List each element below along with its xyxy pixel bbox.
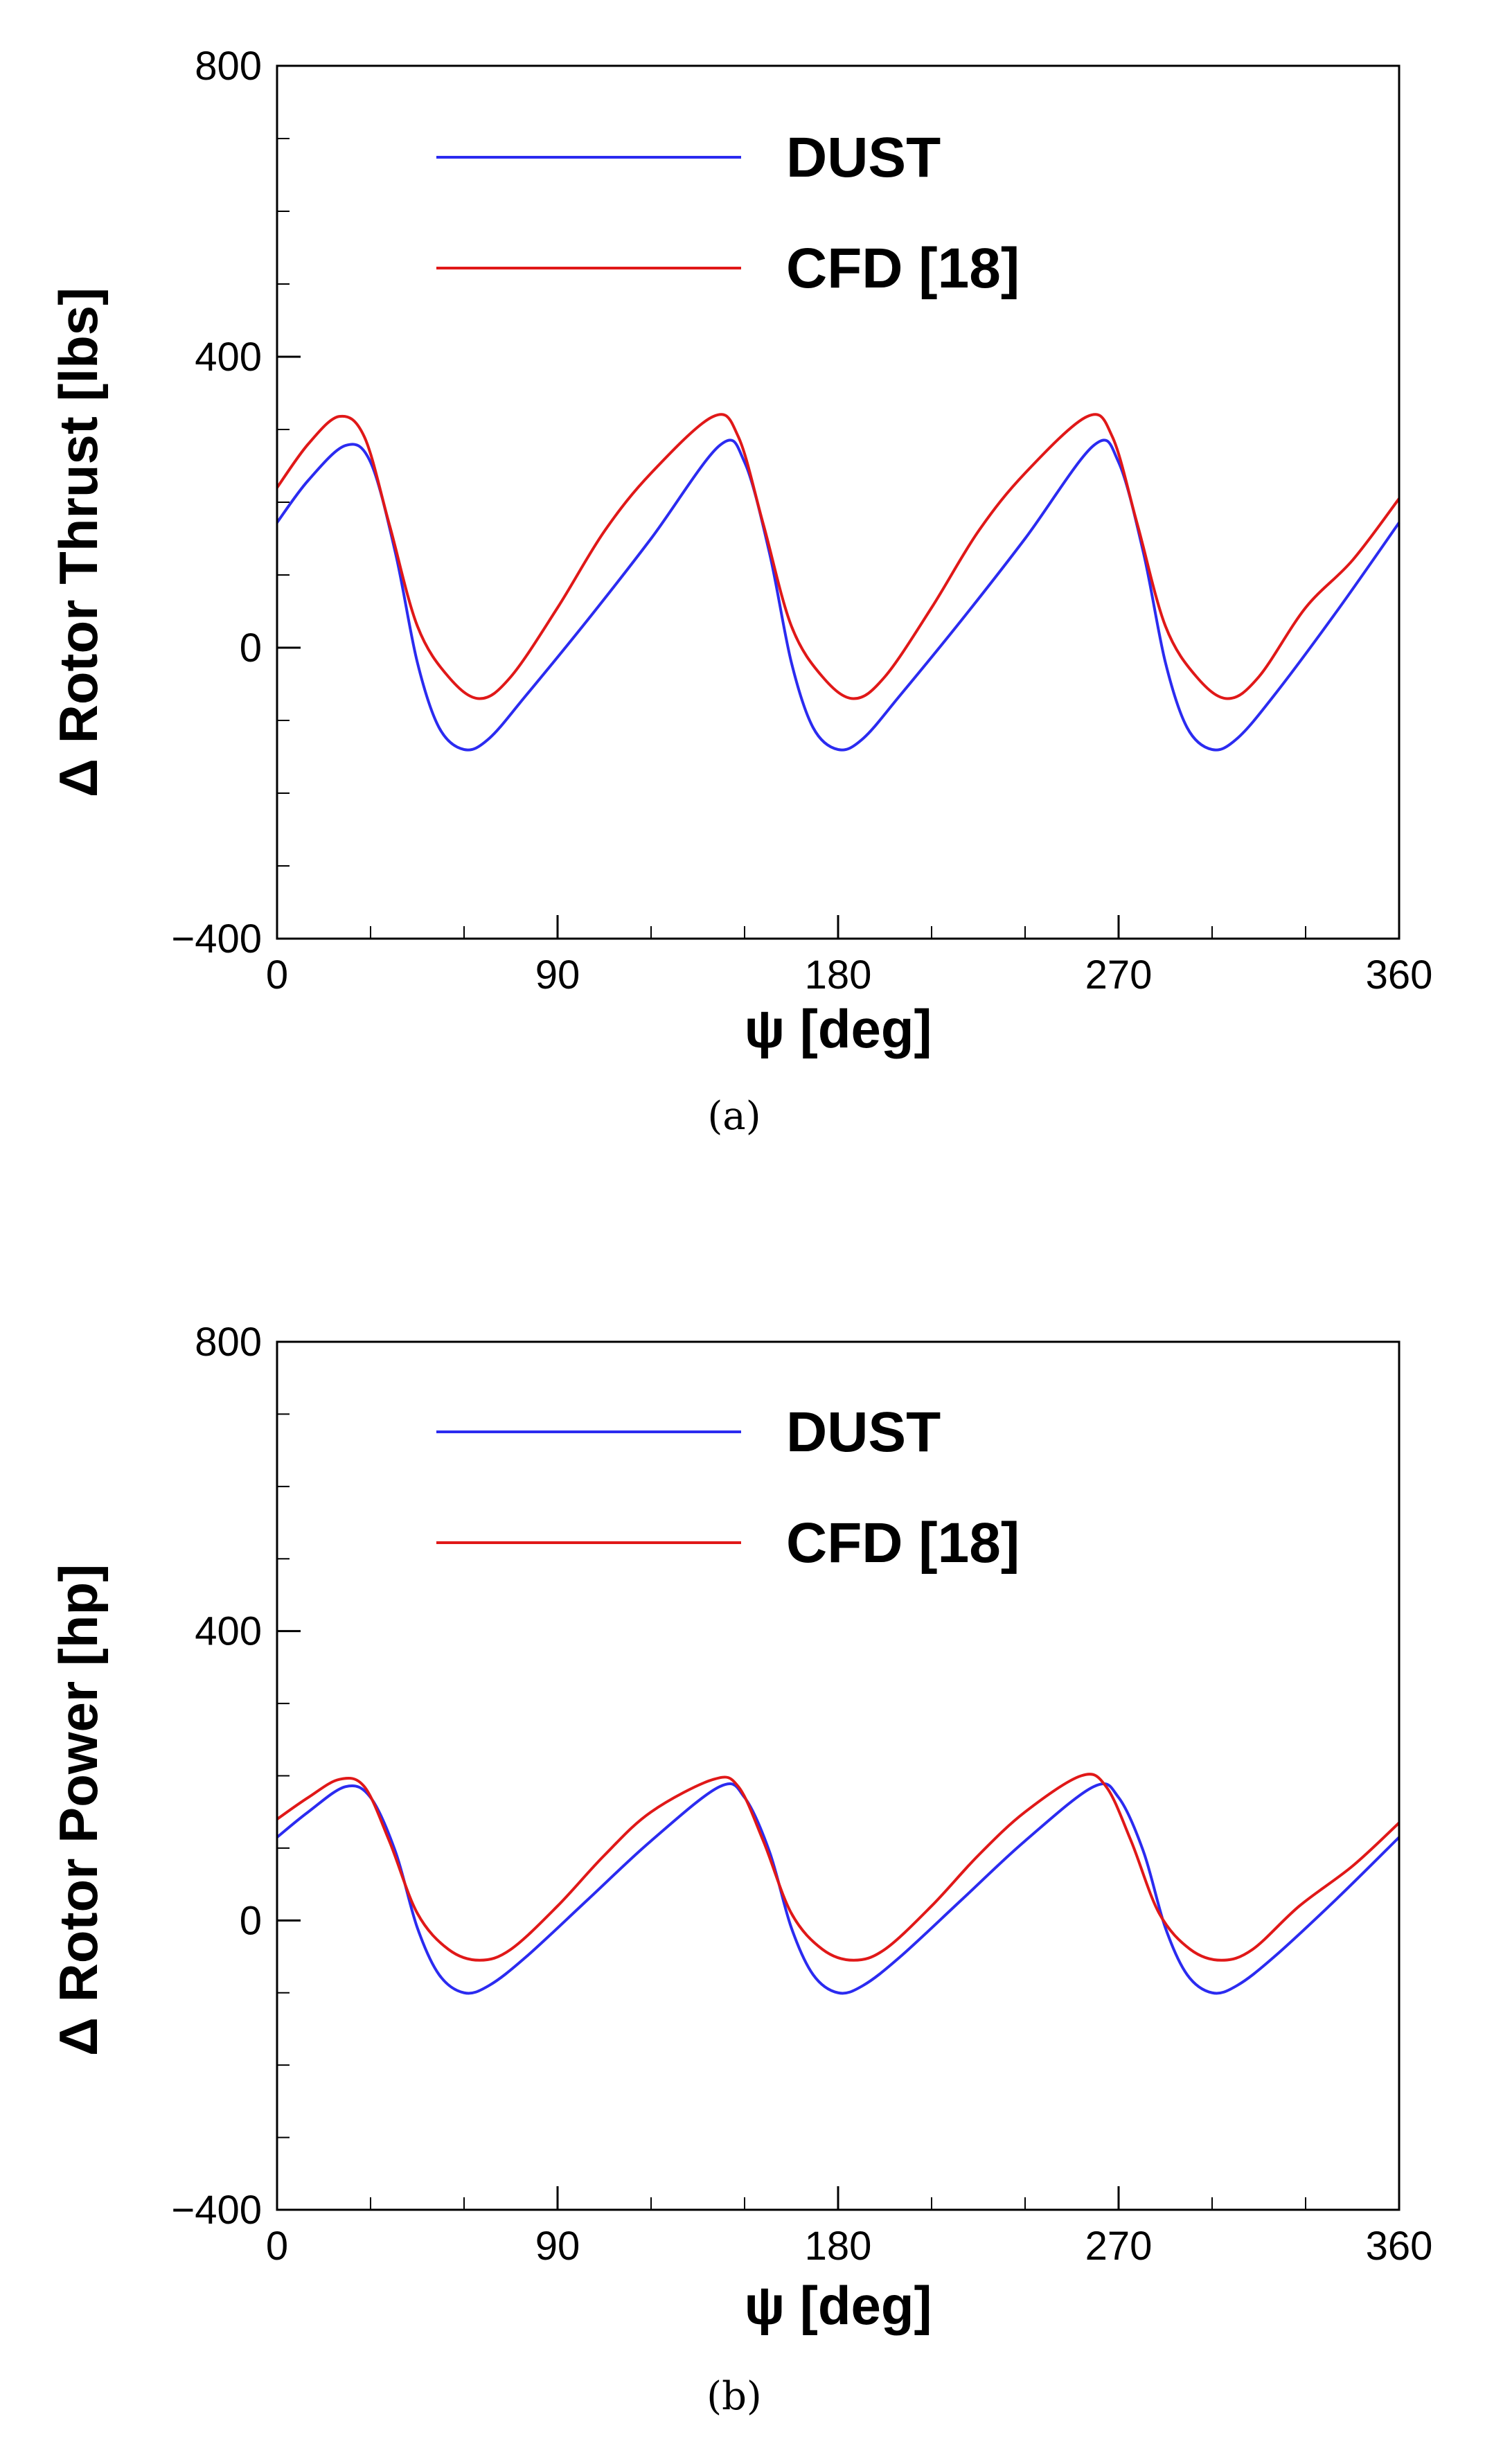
y-tick-label: 400 (195, 1609, 262, 1654)
panel-b-y-axis-label: Δ Rotor Power [hp] (48, 1564, 109, 2056)
panel-a-plot-frame (276, 64, 1400, 940)
panel-b-series (276, 1773, 1400, 1995)
panel-b-plot-frame (276, 1340, 1400, 2211)
panel-b-legend-label-cfd: CFD [18] (786, 1512, 1020, 1575)
panel-a-series (276, 413, 1400, 752)
panel-a-y-axis-label: Δ Rotor Thrust [lbs] (48, 287, 109, 797)
x-tick-label: 270 (1085, 2224, 1153, 2269)
panel-a-legend-label-cfd: CFD [18] (786, 237, 1020, 300)
panel-b-legend-label-dust: DUST (786, 1401, 941, 1464)
y-tick-label: −400 (171, 2188, 262, 2233)
y-tick-label: 0 (240, 1898, 262, 1943)
y-tick-label: 400 (195, 335, 262, 380)
x-tick-label: 180 (805, 2224, 872, 2269)
x-tick-label: 180 (805, 952, 872, 998)
panel-a-legend: DUST CFD [18] (436, 126, 1020, 300)
x-tick-label: 90 (535, 2224, 580, 2269)
panel-a-legend-label-dust: DUST (786, 126, 941, 189)
series-line-cfd (276, 1773, 1400, 1962)
y-tick-label: 800 (195, 44, 262, 89)
y-tick-label: −400 (171, 916, 262, 961)
series-line-dust (276, 1782, 1400, 1995)
y-tick-label: 0 (240, 626, 262, 671)
y-tick-label: 800 (195, 1320, 262, 1365)
series-line-dust (276, 438, 1400, 752)
panel-a-ticks (276, 64, 1400, 940)
panel-a-x-axis-label: ψ [deg] (744, 998, 932, 1059)
x-tick-label: 0 (266, 952, 288, 998)
panel-b-caption: (b) (706, 2374, 762, 2419)
x-tick-label: 360 (1366, 952, 1433, 998)
panel-b-legend: DUST CFD [18] (436, 1401, 1020, 1575)
panel-a-caption: (a) (707, 1094, 761, 1139)
panel-b-x-axis-label: ψ [deg] (744, 2275, 932, 2336)
panel-b-ticks (276, 1340, 1400, 2211)
x-tick-label: 270 (1085, 952, 1153, 998)
series-line-cfd (276, 413, 1400, 700)
x-tick-label: 360 (1366, 2224, 1433, 2269)
x-tick-label: 90 (535, 952, 580, 998)
x-tick-label: 0 (266, 2224, 288, 2269)
